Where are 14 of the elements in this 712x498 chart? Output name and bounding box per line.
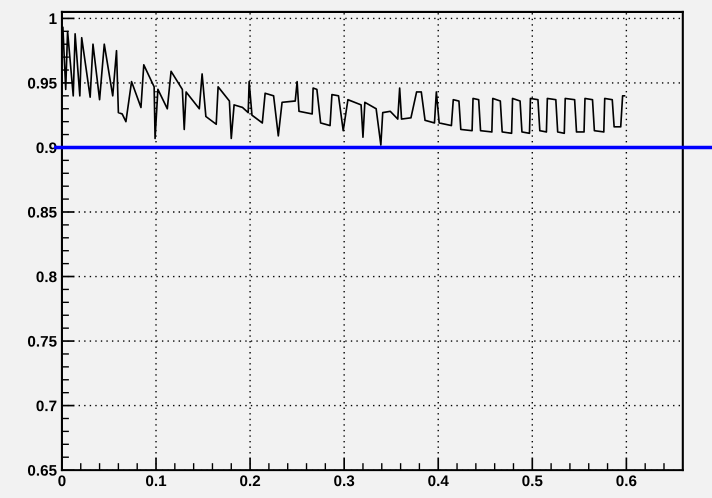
y-tick-label: 0.7 [36, 400, 56, 412]
x-tick-label: 0.1 [146, 475, 166, 486]
x-tick-label: 0.4 [428, 475, 449, 486]
y-tick-label: 0.85 [28, 206, 57, 218]
x-tick-label: 0.5 [522, 475, 542, 486]
y-tick-label: 0.8 [36, 271, 57, 282]
y-tick-label: 0.75 [28, 336, 57, 347]
x-tick-label: 0.6 [616, 475, 636, 486]
x-tick-label: 0.2 [240, 475, 260, 486]
y-tick-label: 0.95 [28, 78, 57, 89]
x-tick-label: 0 [58, 475, 66, 486]
x-tick-label: 0.3 [334, 475, 354, 486]
y-tick-label: 0.65 [28, 464, 57, 476]
y-tick-label: 1 [50, 13, 57, 24]
